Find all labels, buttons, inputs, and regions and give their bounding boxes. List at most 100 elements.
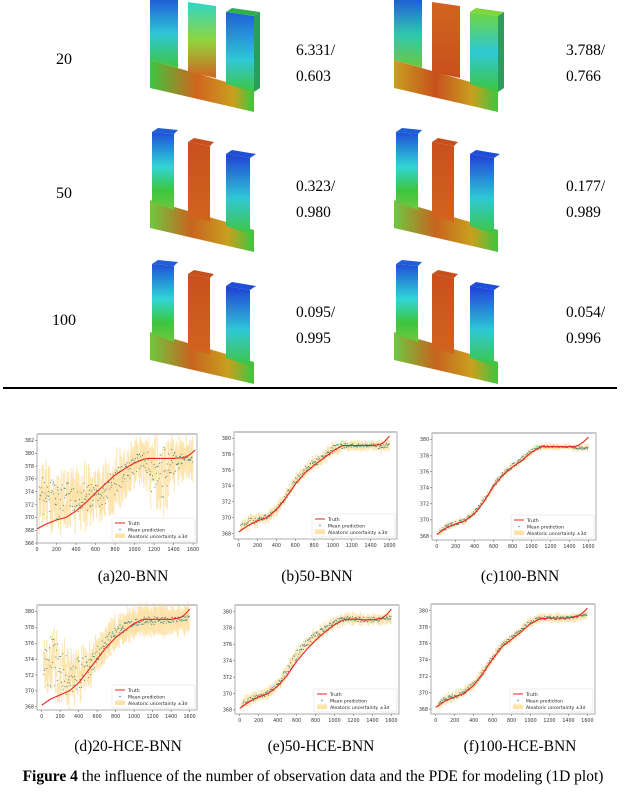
row-label-n-obs: 50 <box>56 185 72 202</box>
figure-caption: Figure 4 the influence of the number of … <box>0 768 626 786</box>
y-tick-label: 374 <box>419 658 428 664</box>
y-tick-label: 368 <box>420 534 429 540</box>
x-tick-label: 0 <box>435 544 438 550</box>
y-tick-label: 370 <box>25 515 34 521</box>
figure-caption-label: Figure 4 <box>22 768 78 785</box>
x-tick-label: 800 <box>110 547 119 553</box>
y-tick-label: 374 <box>223 659 232 665</box>
chart-a: 366 368 370 372 374 376 378 380 382 0 200 400 600 800… <box>0 425 626 565</box>
y-tick-label: 376 <box>222 468 231 474</box>
legend-uncertainty: Aleatoric uncertainty ±3σ <box>128 534 187 540</box>
y-tick-label: 368 <box>25 528 34 534</box>
plot-area <box>239 608 392 711</box>
legend-mean-prediction: Mean prediction <box>526 698 563 704</box>
metric-value-line2: 0.995 <box>296 330 331 347</box>
field-rendering-hce-50 <box>392 124 510 254</box>
subcaption-f: (f)100-HCE-BNN <box>463 738 577 755</box>
truth-line <box>435 607 588 708</box>
x-tick-label: 200 <box>52 547 61 553</box>
x-tick-label: 600 <box>292 718 301 724</box>
x-tick-label: 1600 <box>582 544 594 550</box>
chart-f: 368 370 372 374 376 378 380 0 200 400 600 800 1000 12… <box>0 595 626 735</box>
legend-truth: Truth <box>127 521 140 527</box>
x-tick-label: 400 <box>71 547 80 553</box>
x-tick-label: 1200 <box>543 718 555 724</box>
x-tick-label: 800 <box>310 543 319 549</box>
x-tick-label: 1000 <box>327 543 339 549</box>
y-tick-label: 372 <box>25 502 34 508</box>
x-tick-label: 1000 <box>524 718 536 724</box>
x-tick-label: 1200 <box>347 718 359 724</box>
x-tick-label: 800 <box>508 544 517 550</box>
field-rendering-bnn-100 <box>148 256 266 386</box>
y-tick-label: 380 <box>25 451 34 457</box>
legend-uncertainty: Aleatoric uncertainty ±3σ <box>527 531 586 537</box>
metric-bnn-100: 0.095/ 0.995 <box>296 300 335 352</box>
subcaption-b: (b)50-BNN <box>281 568 353 585</box>
legend-mean-prediction: Mean prediction <box>330 698 367 704</box>
y-tick-label: 376 <box>25 477 34 483</box>
x-tick-label: 1600 <box>383 543 395 549</box>
y-tick-label: 376 <box>223 642 232 648</box>
y-tick-label: 378 <box>25 625 34 631</box>
legend-uncertainty: Aleatoric uncertainty ±3σ <box>128 701 187 707</box>
x-tick-label: 1400 <box>563 544 575 550</box>
metric-value-line2: 0.603 <box>296 68 331 85</box>
y-tick-label: 378 <box>223 626 232 632</box>
x-tick-label: 0 <box>35 547 38 553</box>
x-tick-label: 1200 <box>346 543 358 549</box>
x-tick-label: 1000 <box>328 718 340 724</box>
subcaption-e: (e)50-HCE-BNN <box>267 738 375 755</box>
legend-truth: Truth <box>127 688 140 694</box>
y-tick-label: 380 <box>419 608 428 614</box>
legend-mean-prediction: Mean prediction <box>527 524 564 530</box>
x-tick-label: 1400 <box>167 547 179 553</box>
legend-uncertainty: Aleatoric uncertainty ±3σ <box>328 530 387 536</box>
metric-value-line1: 0.323/ <box>296 178 336 195</box>
y-tick-label: 368 <box>25 705 34 711</box>
chart-canvas: 368 370 372 374 376 378 380 0 200 400 600 800 1000 12… <box>419 603 596 724</box>
y-tick-label: 370 <box>420 518 429 524</box>
x-tick-label: 1600 <box>385 718 397 724</box>
x-tick-label: 1400 <box>562 718 574 724</box>
x-tick-label: 1400 <box>365 543 377 549</box>
chart-e: 368 370 372 374 376 378 380 0 200 400 600 800 1000 12… <box>0 595 626 735</box>
x-tick-label: 400 <box>470 544 479 550</box>
y-tick-label: 378 <box>222 452 231 458</box>
y-tick-label: 380 <box>223 609 232 615</box>
x-tick-label: 400 <box>272 543 281 549</box>
chart-canvas: 366 368 370 372 374 376 378 380 382 0 200 400 600 800… <box>25 432 199 553</box>
chart-canvas: 368 370 372 374 376 378 380 0 200 400 600 800 1000 12… <box>223 604 400 724</box>
chart-canvas: 368 370 372 374 376 378 380 0 200 400 600 800 1000 12… <box>222 431 398 549</box>
comb-shape-icon <box>150 260 256 384</box>
legend-truth: Truth <box>525 692 538 698</box>
x-tick-label: 1400 <box>366 718 378 724</box>
metric-value-line1: 0.054/ <box>566 304 606 321</box>
y-tick-label: 372 <box>420 502 429 508</box>
y-tick-label: 374 <box>420 486 429 492</box>
truth-line <box>239 608 392 709</box>
field-rendering-bnn-50 <box>148 124 266 254</box>
y-tick-label: 372 <box>222 500 231 506</box>
truth-line <box>36 449 196 530</box>
y-tick-label: 368 <box>223 708 232 714</box>
x-tick-label: 1600 <box>187 547 199 553</box>
metric-value-line2: 0.980 <box>296 204 331 221</box>
x-tick-label: 200 <box>56 714 65 720</box>
comb-shape-icon <box>394 128 500 252</box>
metric-value-line1: 6.331/ <box>296 42 336 59</box>
comb-shape-icon <box>150 128 256 252</box>
legend-uncertainty: Aleatoric uncertainty ±3σ <box>330 705 389 711</box>
field-rendering-hce-100 <box>392 256 510 386</box>
metric-value-line2: 0.989 <box>566 204 601 221</box>
comb-shape-icon <box>394 0 504 112</box>
metric-value-line1: 0.095/ <box>296 304 336 321</box>
chart-d: 368 370 372 374 376 378 380 0 200 400 600 800 1000 12… <box>0 595 626 735</box>
y-tick-label: 378 <box>420 453 429 459</box>
figure-caption-text: the influence of the number of observati… <box>77 768 604 785</box>
y-tick-label: 376 <box>419 641 428 647</box>
x-tick-label: 600 <box>93 714 102 720</box>
